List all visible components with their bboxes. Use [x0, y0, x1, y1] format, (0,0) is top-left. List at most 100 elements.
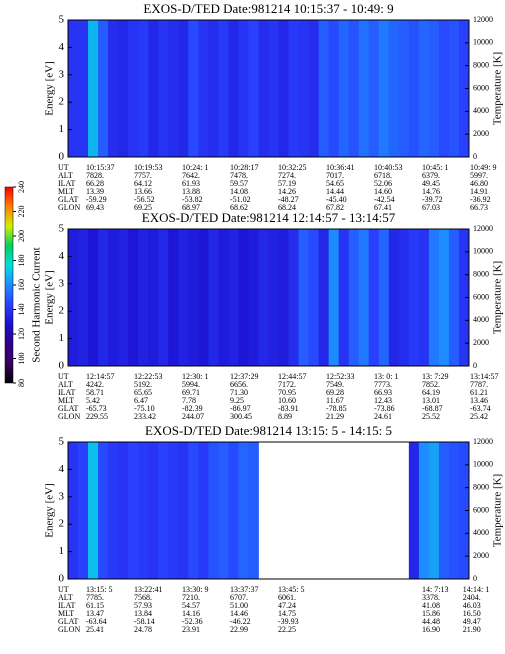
row-value: 229.55	[86, 412, 108, 421]
row-value: 233.42	[134, 412, 156, 421]
spectrogram-column	[158, 442, 169, 579]
y-tick-label: 5	[59, 223, 65, 235]
y-axis-label: Energy [eV]	[44, 61, 56, 115]
spectrogram-column	[68, 229, 79, 366]
row-value: 14:14: 1	[463, 585, 489, 594]
row-value: 10:49: 9	[470, 163, 496, 172]
spectrogram-column	[148, 229, 159, 366]
row-value: 10:36:41	[326, 163, 354, 172]
spectrogram-column	[408, 229, 420, 366]
spectrogram-column	[118, 442, 129, 579]
y2-tick-label: 8000	[473, 60, 489, 69]
row-value: 25.42	[470, 412, 488, 421]
row-value: 10:45: 1	[422, 163, 448, 172]
spectrogram-column	[438, 229, 450, 366]
row-label: UT	[58, 372, 69, 381]
row-value: 69.28	[326, 388, 344, 397]
row-value: 16.50	[463, 609, 481, 618]
row-value: 14.76	[422, 187, 440, 196]
row-value: 54.57	[182, 601, 200, 610]
spectrogram-column	[298, 229, 309, 366]
y-tick-label: 4	[59, 250, 65, 262]
row-value: 13.39	[86, 187, 104, 196]
spectrogram-column	[428, 229, 440, 366]
spectrogram-column	[438, 442, 450, 579]
row-value: 8.89	[278, 412, 292, 421]
row-value: 6061.	[278, 593, 296, 602]
row-value: 7785.	[86, 593, 104, 602]
row-value: 7773.	[374, 380, 392, 389]
y2-tick-label: 2000	[473, 129, 489, 138]
row-label: ALT	[58, 593, 73, 602]
row-value: -53.82	[182, 195, 203, 204]
spectrogram-column	[208, 442, 219, 579]
spectrogram-column	[178, 20, 189, 157]
spectrogram-column	[268, 20, 279, 157]
spectrogram-column	[208, 229, 219, 366]
spectrogram-column	[108, 442, 119, 579]
row-value: 13:14:57	[470, 372, 498, 381]
row-value: -36.92	[470, 195, 491, 204]
spectrogram-column	[388, 20, 400, 157]
row-value: 57.19	[278, 179, 296, 188]
spectrogram-column	[148, 20, 159, 157]
spectrogram-column	[388, 229, 400, 366]
row-value: 71.30	[230, 388, 248, 397]
row-value: 12:37:29	[230, 372, 258, 381]
y-tick-label: 0	[59, 573, 65, 585]
y-tick-label: 3	[59, 490, 65, 502]
row-value: 12:14:57	[86, 372, 114, 381]
chart-title: EXOS-D/TED Date:981214 13:15: 5 - 14:15:…	[145, 423, 392, 438]
colorbar-tick-label: 220	[17, 206, 26, 218]
y2-tick-label: 12000	[473, 224, 493, 233]
row-value: 4242.	[86, 380, 104, 389]
row-value: -78.85	[326, 404, 347, 413]
row-label: ALT	[58, 171, 73, 180]
row-value: 15.86	[422, 609, 440, 618]
spectrogram-column	[228, 229, 239, 366]
row-value: 52.06	[374, 179, 392, 188]
row-value: -68.87	[422, 404, 443, 413]
row-value: 13.46	[470, 396, 488, 405]
spectrogram-column	[398, 229, 410, 366]
row-value: -51.02	[230, 195, 251, 204]
spectrogram-column	[88, 442, 99, 579]
row-value: -58.14	[134, 617, 155, 626]
spectrogram-column	[288, 229, 299, 366]
row-value: 14: 7:13	[422, 585, 448, 594]
spectrogram-column	[158, 229, 169, 366]
row-value: 13:37:37	[230, 585, 258, 594]
y-tick-label: 1	[59, 332, 65, 344]
row-value: 7828.	[86, 171, 104, 180]
row-value: 49.47	[463, 617, 481, 626]
row-value: 64.19	[422, 388, 440, 397]
y2-tick-label: 6000	[473, 292, 489, 301]
y-tick-label: 3	[59, 277, 65, 289]
row-value: 7787.	[470, 380, 488, 389]
row-value: 14.44	[326, 187, 344, 196]
chart-title: EXOS-D/TED Date:981214 12:14:57 - 13:14:…	[142, 210, 396, 225]
row-value: 10:40:53	[374, 163, 402, 172]
spectrogram-column	[128, 229, 139, 366]
spectrogram-column	[338, 20, 350, 157]
y-tick-label: 5	[59, 14, 65, 26]
row-value: -45.40	[326, 195, 347, 204]
row-value: 300.45	[230, 412, 252, 421]
y-tick-label: 2	[59, 305, 65, 317]
row-value: 13.47	[86, 609, 104, 618]
row-value: 22.25	[278, 625, 296, 634]
spectrogram-column	[378, 20, 390, 157]
chart-title: EXOS-D/TED Date:981214 10:15:37 - 10:49:…	[143, 1, 393, 16]
spectrogram-column	[178, 442, 189, 579]
row-value: 7568.	[134, 593, 152, 602]
spectrogram-column	[168, 442, 179, 579]
row-value: 59.57	[230, 179, 248, 188]
y2-axis-label: Temperature [K]	[492, 474, 504, 547]
row-value: 67.82	[326, 203, 344, 212]
row-value: 13.84	[134, 609, 152, 618]
row-value: 57.93	[134, 601, 152, 610]
row-value: -48.27	[278, 195, 299, 204]
row-label: ILAT	[58, 388, 75, 397]
row-value: 14.08	[230, 187, 248, 196]
spectrogram-column	[98, 442, 109, 579]
